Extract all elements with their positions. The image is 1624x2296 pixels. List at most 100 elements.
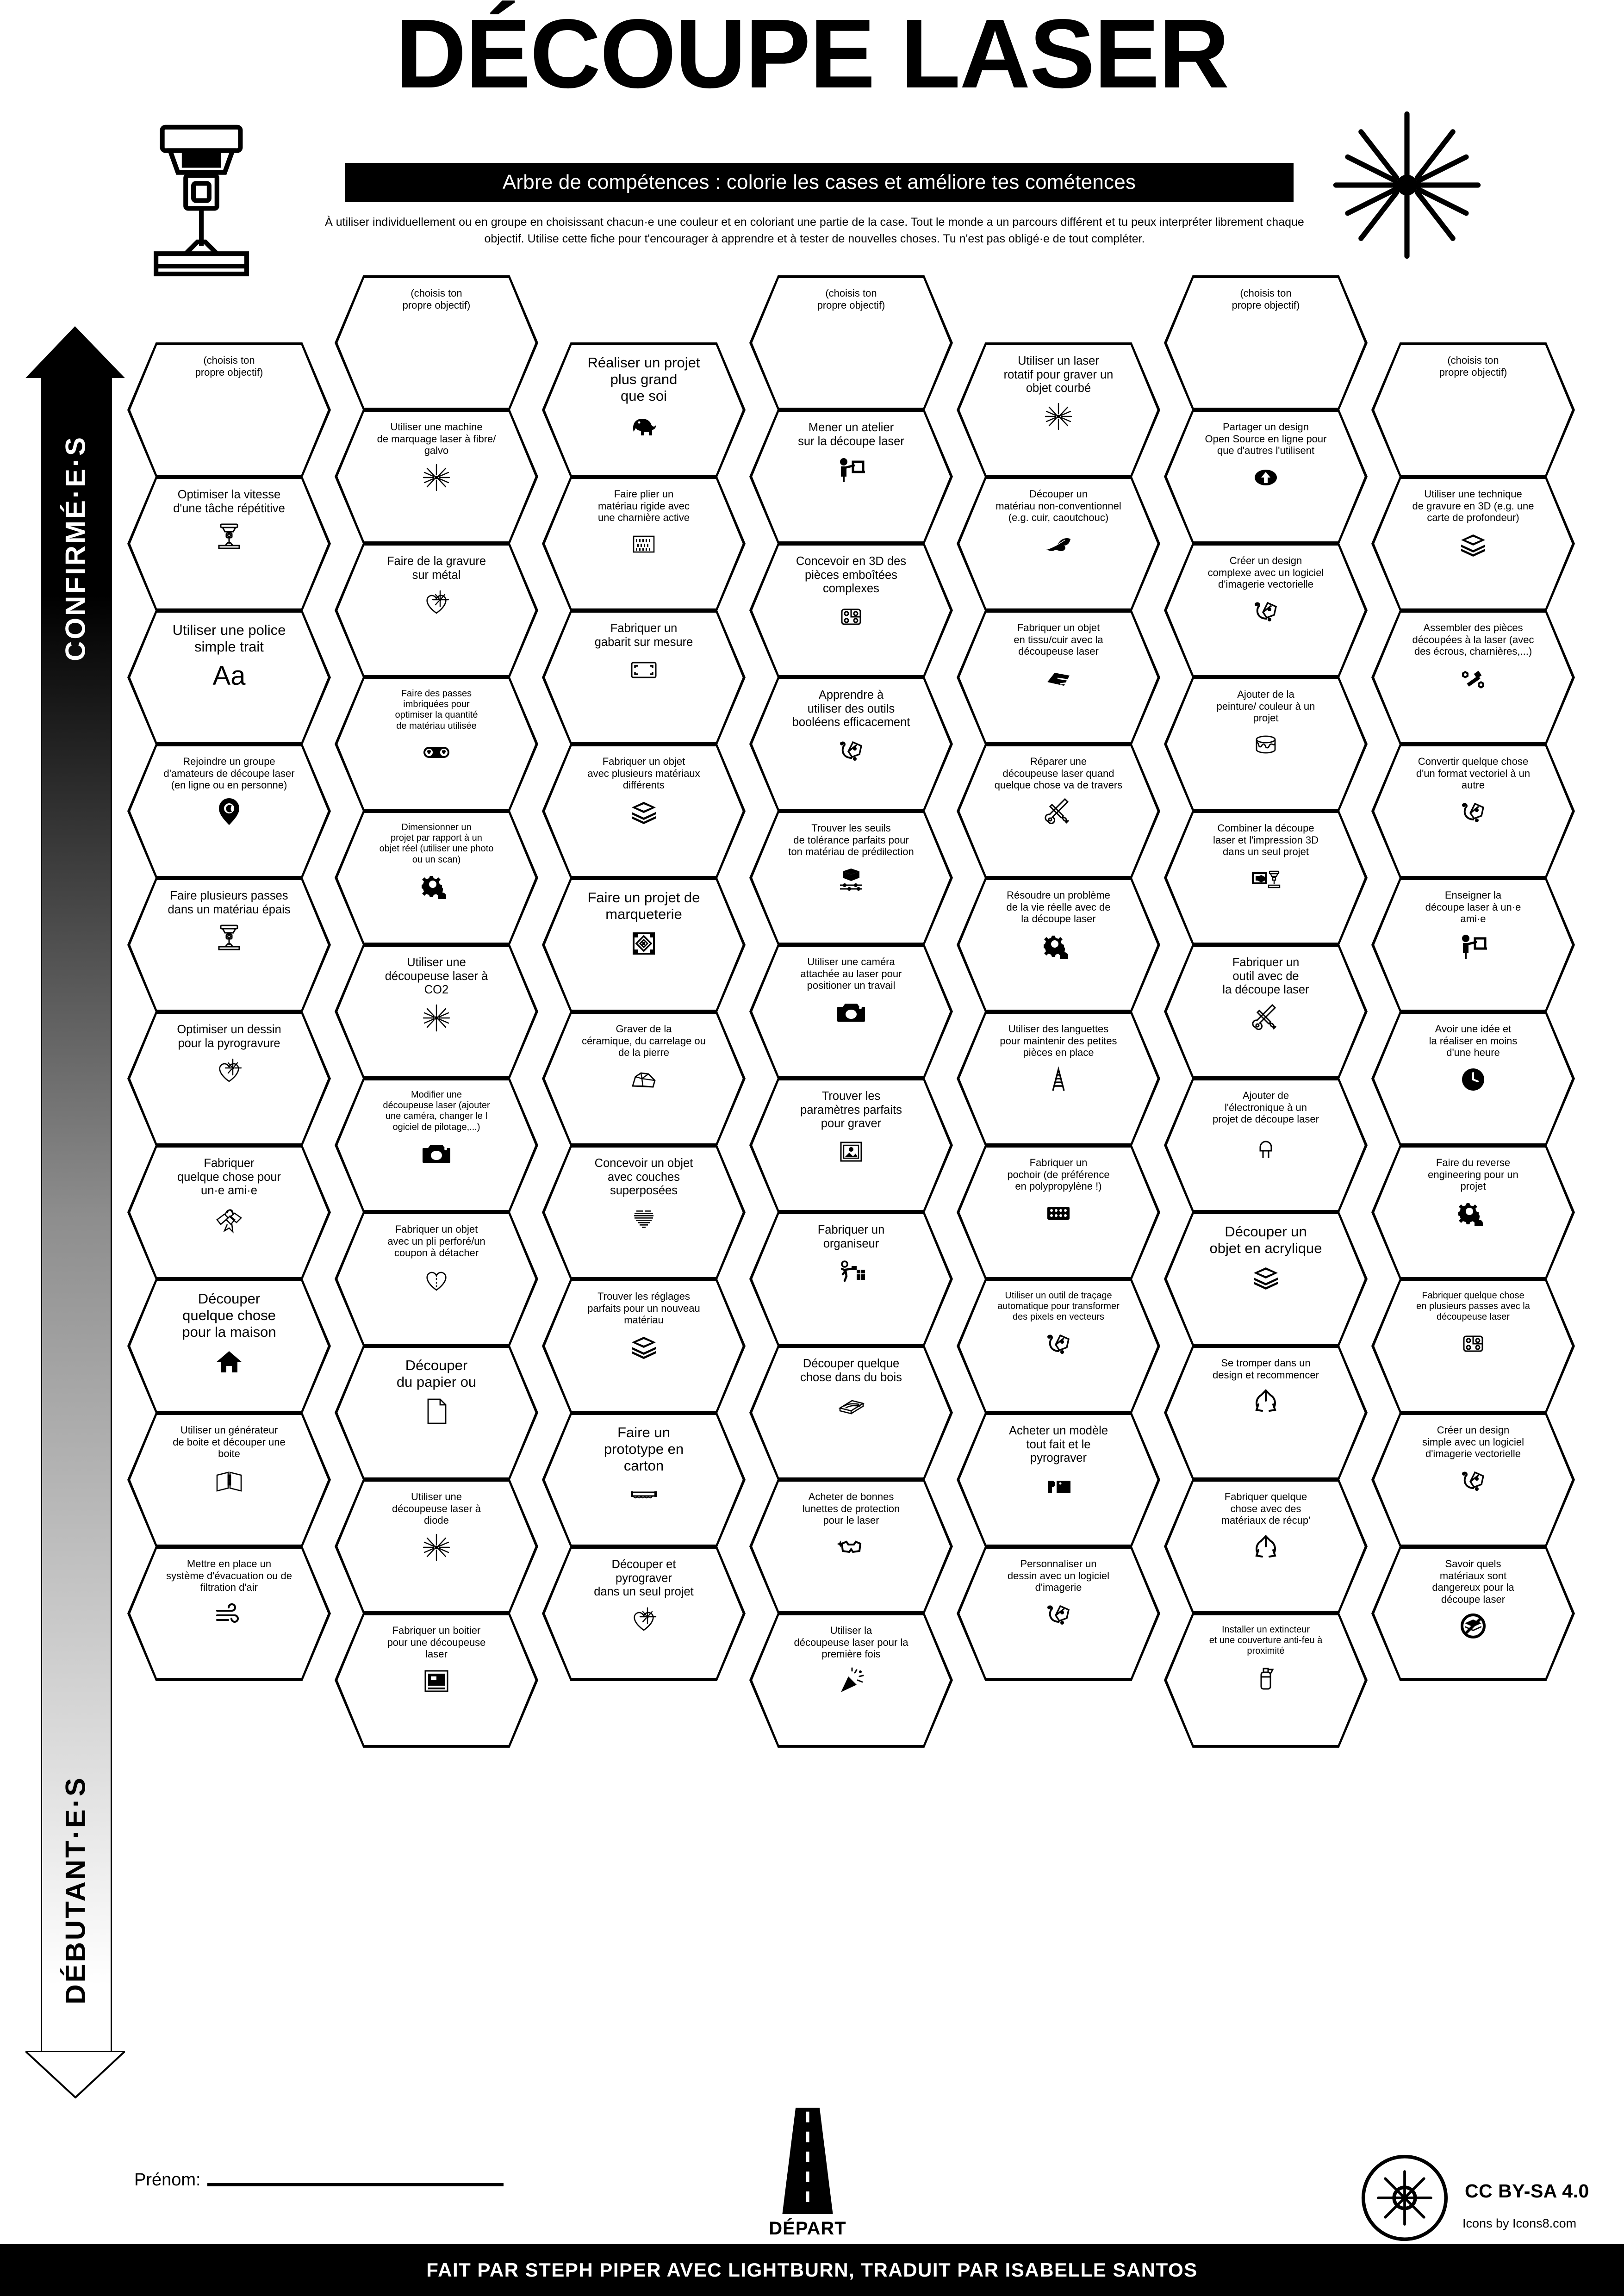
skill-hex[interactable]: Modifier une découpeuse laser (ajouter une… bbox=[335, 1078, 538, 1213]
skill-hex-label: (choisis ton propre objectif) bbox=[195, 354, 263, 378]
skill-hex[interactable]: Fabriquer un outil avec de la découpe lase… bbox=[1164, 944, 1368, 1079]
pen-tool-icon bbox=[1458, 1464, 1488, 1497]
skill-hex-label: Avoir une idée et la réaliser en moins d'u… bbox=[1429, 1023, 1518, 1059]
skill-hex[interactable]: Découper du papier ou bbox=[335, 1345, 538, 1480]
skill-hex[interactable]: Enseigner la découpe laser à un·e ami·e bbox=[1371, 877, 1575, 1012]
skill-hex[interactable]: Graver de la céramique, du carrelage ou de… bbox=[542, 1011, 746, 1146]
skill-hex[interactable]: Ajouter de la peinture/ couleur à un proje… bbox=[1164, 676, 1368, 812]
skill-hex[interactable]: Trouver les paramètres parfaits pour grave… bbox=[749, 1078, 953, 1213]
skill-hex-label: Acheter un modèle tout fait et le pyrograv… bbox=[1008, 1424, 1108, 1465]
elephant-icon bbox=[629, 409, 659, 442]
heart-perf-icon bbox=[422, 1263, 451, 1297]
enclosure-icon bbox=[422, 1664, 451, 1698]
skill-hex[interactable]: Utiliser un laser rotatif pour graver un o… bbox=[957, 342, 1160, 478]
skill-hex[interactable]: Avoir une idée et la réaliser en moins d'u… bbox=[1371, 1011, 1575, 1146]
skill-hex[interactable]: Acheter de bonnes lunettes de protection p… bbox=[749, 1479, 953, 1614]
skill-hex-label: Enseigner la découpe laser à un·e ami·e bbox=[1425, 889, 1521, 925]
skill-hex-label: Utiliser un laser rotatif pour graver un o… bbox=[1003, 354, 1114, 395]
skill-hex[interactable]: Savoir quels matériaux sont dangereux pour… bbox=[1371, 1546, 1575, 1681]
skill-hex[interactable]: Découper un objet en acrylique bbox=[1164, 1211, 1368, 1347]
skill-hex[interactable]: Partager un design Open Source en ligne p… bbox=[1164, 409, 1368, 544]
skill-hex[interactable]: Réparer une découpeuse laser quand quelque… bbox=[957, 744, 1160, 879]
skill-hex[interactable]: Fabriquer quelque chose pour un·e ami·e bbox=[127, 1145, 331, 1280]
skill-hex[interactable]: Fabriquer un objet avec un pli perforé/un… bbox=[335, 1211, 538, 1347]
skill-hex[interactable]: Utiliser une police simple trait Aa bbox=[127, 610, 331, 745]
skill-hex[interactable]: Optimiser un dessin pour la pyrogravure bbox=[127, 1011, 331, 1146]
skill-hex-label: Concevoir un objet avec couches superposée… bbox=[594, 1157, 693, 1198]
skill-hex-label: Créer un design simple avec un logiciel d'… bbox=[1422, 1424, 1524, 1460]
skill-hex[interactable]: Fabriquer un gabarit sur mesure bbox=[542, 610, 746, 745]
pen-tool-icon bbox=[1251, 595, 1281, 628]
camera-icon bbox=[836, 996, 866, 1029]
skill-hex[interactable]: Fabriquer quelque chose en plusieurs pass… bbox=[1371, 1278, 1575, 1414]
prenom-write-line[interactable] bbox=[207, 2183, 504, 2186]
skill-hex[interactable]: (choisis ton propre objectif) bbox=[1371, 342, 1575, 478]
skill-hex[interactable]: Rejoindre un groupe d'amateurs de découpe… bbox=[127, 744, 331, 879]
skill-hex[interactable]: Mener un atelier sur la découpe laser bbox=[749, 409, 953, 544]
skill-hex[interactable]: (choisis ton propre objectif) bbox=[335, 275, 538, 410]
skill-hex[interactable]: Optimiser la vitesse d'une tâche répétiti… bbox=[127, 476, 331, 611]
skill-hex[interactable]: Convertir quelque chose d'un format vecto… bbox=[1371, 744, 1575, 879]
skill-hex[interactable]: Installer un extincteur et une couverture… bbox=[1164, 1613, 1368, 1748]
skill-hex[interactable]: Faire plusieurs passes dans un matériau é… bbox=[127, 877, 331, 1012]
skill-hex[interactable]: Trouver les réglages parfaits pour un nou… bbox=[542, 1278, 746, 1414]
skill-hex[interactable]: (choisis ton propre objectif) bbox=[127, 342, 331, 478]
name-field[interactable]: Prénom: bbox=[134, 2170, 504, 2190]
skill-hex[interactable]: Utiliser une caméra attachée au laser pou… bbox=[749, 944, 953, 1079]
cc-badge-icon bbox=[1361, 2154, 1449, 2242]
skill-hex[interactable]: Créer un design complexe avec un logiciel… bbox=[1164, 543, 1368, 678]
skill-hex-label: Découper quelque chose dans du bois bbox=[800, 1357, 902, 1384]
skill-hex[interactable]: Fabriquer un organiseur bbox=[749, 1211, 953, 1347]
skill-hex[interactable]: (choisis ton propre objectif) bbox=[1164, 275, 1368, 410]
skill-hex[interactable]: Trouver les seuils de tolérance parfaits … bbox=[749, 810, 953, 945]
skill-hex[interactable]: Utiliser une machine de marquage laser à … bbox=[335, 409, 538, 544]
skill-hex[interactable]: Concevoir un objet avec couches superposée… bbox=[542, 1145, 746, 1280]
skill-hex[interactable]: Faire de la gravure sur métal bbox=[335, 543, 538, 678]
skill-hex[interactable]: Concevoir en 3D des pièces emboîtées compl… bbox=[749, 543, 953, 678]
skill-hex-label: Ajouter de la peinture/ couleur à un proje… bbox=[1216, 689, 1315, 724]
skill-hex[interactable]: Découper quelque chose dans du bois bbox=[749, 1345, 953, 1480]
skill-hex-label: Utiliser la découpeuse laser pour la premi… bbox=[794, 1625, 908, 1660]
skill-hex[interactable]: Fabriquer un objet avec plusieurs matéria… bbox=[542, 744, 746, 879]
skill-hex-label: Utiliser une police simple trait bbox=[172, 622, 286, 655]
skill-hex[interactable]: Découper quelque chose pour la maison bbox=[127, 1278, 331, 1414]
skill-hex[interactable]: Utiliser la découpeuse laser pour la premi… bbox=[749, 1613, 953, 1748]
skill-hex-label: Mettre en place un système d'évacuation o… bbox=[166, 1558, 292, 1594]
skill-hex[interactable]: Assembler des pièces découpées à la laser… bbox=[1371, 610, 1575, 745]
skill-hex[interactable]: Utiliser une technique de gravure en 3D (… bbox=[1371, 476, 1575, 611]
skill-hex[interactable]: Faire un prototype en carton bbox=[542, 1412, 746, 1547]
skill-hex[interactable]: Utiliser des languettes pour maintenir de… bbox=[957, 1011, 1160, 1146]
layers-icon bbox=[629, 795, 659, 829]
skill-hex-label: Partager un design Open Source en ligne p… bbox=[1205, 421, 1327, 457]
skill-hex[interactable]: Apprendre à utiliser des outils booléens e… bbox=[749, 676, 953, 812]
skill-hex[interactable]: Fabriquer quelque chose avec des matériaux… bbox=[1164, 1479, 1368, 1614]
axis-gradient-shaft bbox=[41, 377, 112, 2052]
skill-hex[interactable]: Fabriquer un pochoir (de préférence en pol… bbox=[957, 1145, 1160, 1280]
skill-hex[interactable]: Réaliser un projet plus grand que soi bbox=[542, 342, 746, 478]
skill-hex[interactable]: Utiliser un outil de traçage automatique … bbox=[957, 1278, 1160, 1414]
road-icon bbox=[782, 2108, 833, 2214]
skill-hex[interactable]: Créer un design simple avec un logiciel d'… bbox=[1371, 1412, 1575, 1547]
skill-hex[interactable]: Faire du reverse engineering pour un proje… bbox=[1371, 1145, 1575, 1280]
skill-hex[interactable]: Fabriquer un objet en tissu/cuir avec la d… bbox=[957, 610, 1160, 745]
skill-hex[interactable]: Faire plier un matériau rigide avec une ch… bbox=[542, 476, 746, 611]
skill-hex[interactable]: Acheter un modèle tout fait et le pyrograv… bbox=[957, 1412, 1160, 1547]
skill-hex[interactable]: Utiliser une découpeuse laser à CO2 bbox=[335, 944, 538, 1079]
skill-hex[interactable]: Mettre en place un système d'évacuation o… bbox=[127, 1546, 331, 1681]
skill-hex[interactable]: Utiliser un générateur de boite et découp… bbox=[127, 1412, 331, 1547]
skill-hex-label: Fabriquer quelque chose pour un·e ami·e bbox=[177, 1157, 281, 1198]
skill-hex[interactable]: Résoudre un problème de la vie réelle ave… bbox=[957, 877, 1160, 1012]
skill-hex-label: Trouver les paramètres parfaits pour grave… bbox=[800, 1090, 902, 1130]
skill-hex[interactable]: Dimensionner un projet par rapport à un ob… bbox=[335, 810, 538, 945]
skill-hex[interactable]: Faire des passes imbriquées pour optimiser… bbox=[335, 676, 538, 812]
skill-hex[interactable]: Se tromper dans un design et recommencer bbox=[1164, 1345, 1368, 1480]
skill-hex[interactable]: Découper et pyrograver dans un seul projet bbox=[542, 1546, 746, 1681]
skill-hex[interactable]: Ajouter de l'électronique à un projet de d… bbox=[1164, 1078, 1368, 1213]
skill-hex[interactable]: Combiner la découpe laser et l'impression… bbox=[1164, 810, 1368, 945]
skill-hex[interactable]: Fabriquer un boitier pour une découpeuse l… bbox=[335, 1613, 538, 1748]
skill-hex[interactable]: Utiliser une découpeuse laser à diode bbox=[335, 1479, 538, 1614]
skill-hex[interactable]: (choisis ton propre objectif) bbox=[749, 275, 953, 410]
skill-hex[interactable]: Personnaliser un dessin avec un logiciel d… bbox=[957, 1546, 1160, 1681]
skill-hex[interactable]: Découper un matériau non-conventionnel (e.… bbox=[957, 476, 1160, 611]
skill-hex[interactable]: Faire un projet de marqueterie bbox=[542, 877, 746, 1012]
